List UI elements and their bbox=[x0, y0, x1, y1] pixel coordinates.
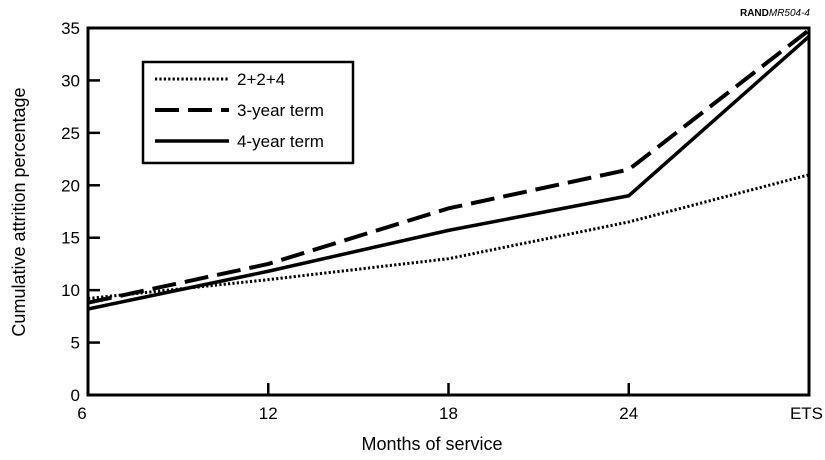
source-tag: RANDMR504-4 bbox=[740, 8, 810, 19]
y-tick-label-10: 10 bbox=[61, 281, 80, 300]
y-tick-label-35: 35 bbox=[61, 19, 80, 38]
legend-items: 2+2+4 3-year term 4-year term bbox=[155, 70, 324, 151]
y-tick-label-15: 15 bbox=[61, 229, 80, 248]
y-tick-label-5: 5 bbox=[71, 334, 80, 353]
legend-label-4-year-term: 4-year term bbox=[237, 132, 324, 151]
series-line-3-year-term bbox=[87, 28, 811, 305]
x-tick-label-6: 6 bbox=[77, 404, 86, 423]
x-tick-label-24: 24 bbox=[619, 404, 638, 423]
y-tick-label-25: 25 bbox=[61, 124, 80, 143]
series-layer bbox=[87, 28, 811, 311]
x-tick-label-ets: ETS bbox=[790, 404, 823, 423]
legend: 2+2+4 3-year term 4-year term bbox=[141, 60, 355, 165]
legend-label-2-2-4: 2+2+4 bbox=[237, 70, 285, 89]
source-tag-code: MR504-4 bbox=[769, 8, 811, 19]
y-axis: 0 5 10 15 20 25 30 35 bbox=[61, 19, 100, 405]
y-tick-label-20: 20 bbox=[61, 176, 80, 195]
source-tag-prefix: RAND bbox=[740, 8, 769, 19]
x-axis-title: Months of service bbox=[361, 434, 502, 454]
x-axis: 6 12 18 24 ETS bbox=[77, 383, 823, 423]
x-tick-label-12: 12 bbox=[259, 404, 278, 423]
series-line-2-2-4 bbox=[87, 173, 810, 301]
legend-label-3-year-term: 3-year term bbox=[237, 101, 324, 120]
x-tick-label-18: 18 bbox=[439, 404, 458, 423]
y-tick-label-0: 0 bbox=[71, 386, 80, 405]
y-axis-title: Cumulative attrition percentage bbox=[9, 87, 29, 336]
y-tick-label-30: 30 bbox=[61, 71, 80, 90]
series-line-4-year-term bbox=[87, 35, 811, 311]
